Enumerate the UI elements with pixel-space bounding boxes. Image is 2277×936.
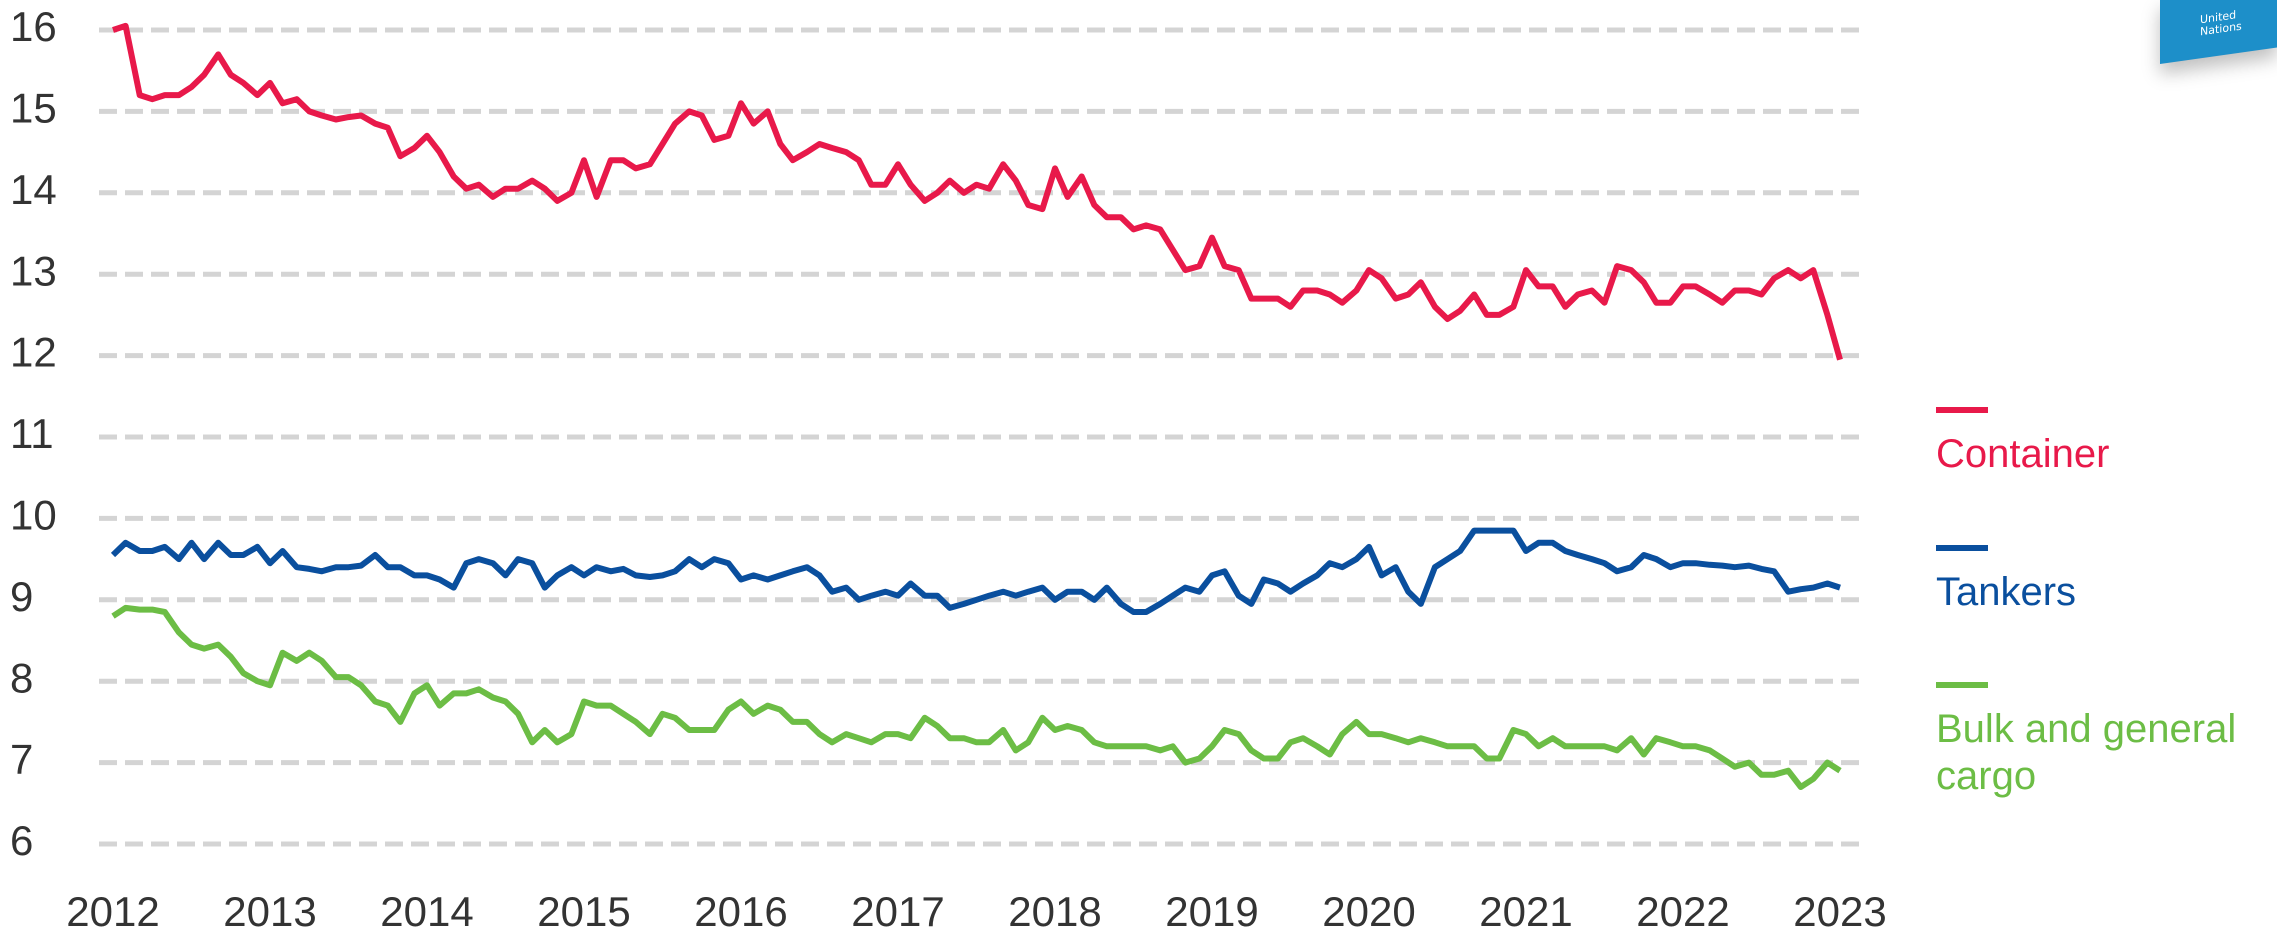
legend-label: Tankers bbox=[1936, 569, 2274, 616]
page: 6 7 8 9 10 11 12 13 14 15 16 2012 2013 2014 2015 2016 20… bbox=[0, 0, 2277, 936]
x-tick-label: 2017 bbox=[851, 888, 944, 935]
y-tick-label: 8 bbox=[10, 654, 33, 701]
x-tick-label: 2023 bbox=[1793, 888, 1886, 935]
x-tick-label: 2022 bbox=[1636, 888, 1729, 935]
y-tick-label: 14 bbox=[10, 166, 57, 213]
y-tick-label: 12 bbox=[10, 329, 57, 376]
legend-swatch bbox=[1936, 545, 1988, 551]
y-tick-label: 15 bbox=[10, 84, 57, 131]
x-tick-label: 2018 bbox=[1008, 888, 1101, 935]
y-tick-label: 16 bbox=[10, 3, 57, 50]
x-tick-label: 2012 bbox=[66, 888, 159, 935]
y-tick-label: 10 bbox=[10, 491, 57, 538]
legend-label: Bulk and general cargo bbox=[1936, 706, 2274, 800]
x-tick-label: 2016 bbox=[694, 888, 787, 935]
x-tick-label: 2015 bbox=[537, 888, 630, 935]
x-tick-label: 2014 bbox=[380, 888, 473, 935]
legend-label: Container bbox=[1936, 431, 2274, 478]
legend-swatch bbox=[1936, 407, 1988, 413]
x-tick-label: 2019 bbox=[1165, 888, 1258, 935]
y-tick-label: 9 bbox=[10, 573, 33, 620]
legend-swatch bbox=[1936, 682, 1988, 688]
y-tick-label: 7 bbox=[10, 736, 33, 783]
y-tick-label: 13 bbox=[10, 247, 57, 294]
y-tick-label: 11 bbox=[10, 410, 54, 457]
x-tick-label: 2021 bbox=[1479, 888, 1572, 935]
x-tick-label: 2013 bbox=[223, 888, 316, 935]
y-tick-label: 6 bbox=[10, 817, 33, 864]
logo-text: United Nations bbox=[2200, 6, 2260, 38]
x-tick-label: 2020 bbox=[1322, 888, 1415, 935]
